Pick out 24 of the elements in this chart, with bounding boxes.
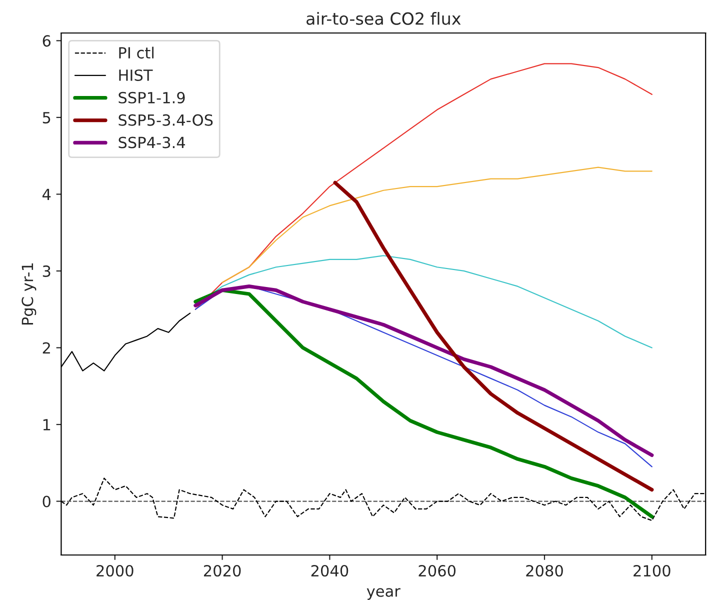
line-series: [194, 288, 654, 518]
x-tick-label: 2040: [311, 564, 348, 577]
y-tick-label: 5: [42, 112, 50, 124]
x-tick-label: 2060: [418, 564, 456, 577]
x-axis-title: year: [366, 588, 400, 600]
line-series: [333, 180, 654, 492]
y-tick-label: 4: [42, 188, 51, 200]
y-tick-label: 0: [42, 496, 50, 508]
chart-title: air-to-sea CO2 flux: [306, 12, 461, 25]
legend-label: SSP5-3.4-OS: [118, 114, 213, 126]
legend-label: HIST: [119, 69, 153, 81]
x-tick-label: 2020: [204, 564, 241, 577]
y-tick-label: 2: [42, 342, 50, 354]
legend-label: SSP1-1.9: [118, 92, 185, 104]
line-series: [222, 166, 652, 284]
y-axis-title: PgC yr-1: [22, 263, 36, 325]
y-tick-label: 3: [42, 265, 50, 277]
legend-label: PI ctl: [119, 46, 154, 59]
legend-label: SSP4-3.4: [118, 136, 186, 148]
y-tick-label: 1: [43, 419, 50, 430]
x-tick-label: 2100: [634, 564, 670, 577]
y-tick-label: 6: [42, 35, 51, 47]
x-tick-label: 2080: [526, 564, 563, 577]
x-tick-label: 2000: [96, 564, 134, 577]
